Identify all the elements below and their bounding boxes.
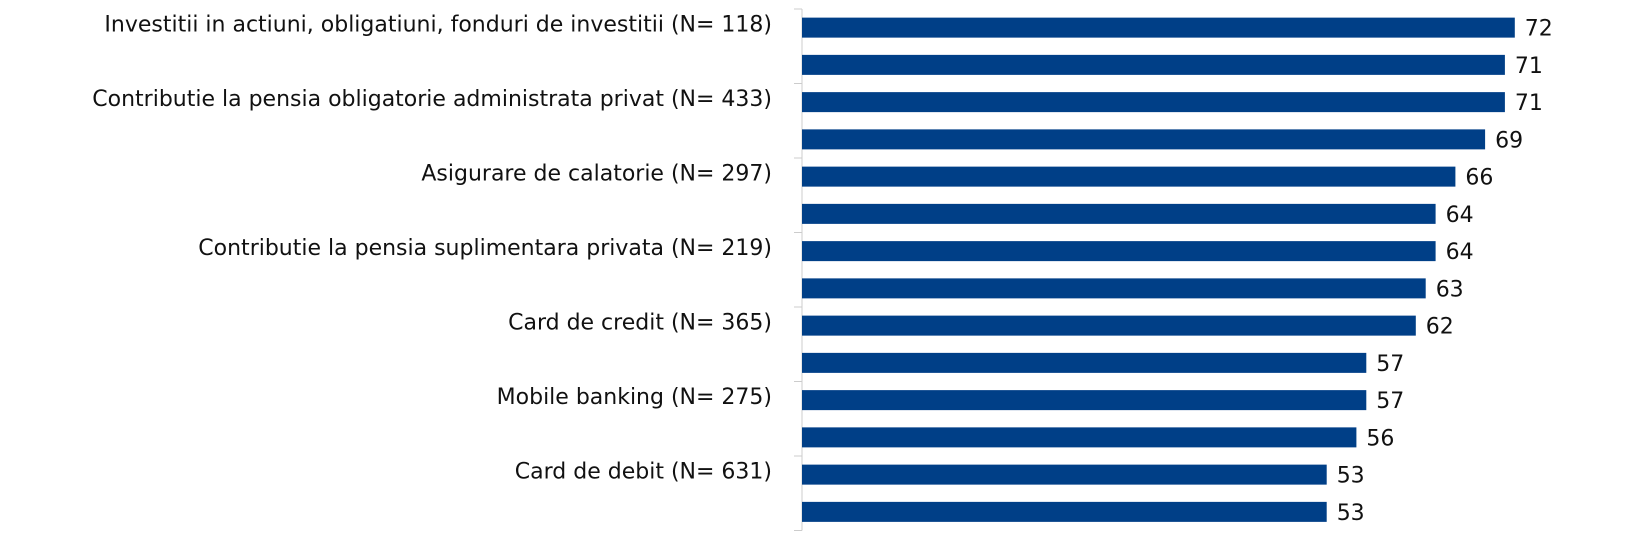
bar	[802, 203, 1436, 224]
data-label: 56	[1366, 426, 1394, 451]
category-label: Investitii in actiuni, obligatiuni, fond…	[104, 13, 772, 38]
bar	[802, 390, 1367, 411]
data-label: 53	[1337, 501, 1365, 526]
bar	[802, 352, 1367, 373]
category-label: Card de debit (N= 631)	[515, 460, 772, 485]
data-label: 53	[1337, 464, 1365, 489]
data-label: 71	[1515, 54, 1543, 79]
data-label: 66	[1465, 166, 1493, 191]
data-label: 63	[1436, 277, 1464, 302]
category-label: Contributie la pensia obligatorie admini…	[92, 87, 772, 112]
bar	[802, 315, 1416, 336]
bar	[802, 54, 1505, 75]
bar	[802, 166, 1456, 187]
category-label: Card de credit (N= 365)	[508, 311, 772, 336]
category-label: Asigurare de calatorie (N= 297)	[421, 162, 772, 187]
data-label: 72	[1525, 17, 1553, 42]
data-label: 62	[1426, 315, 1454, 340]
bar	[802, 241, 1436, 262]
data-label: 71	[1515, 91, 1543, 116]
data-label: 64	[1446, 203, 1474, 228]
bar	[802, 464, 1327, 485]
bar	[802, 278, 1426, 299]
data-label: 57	[1376, 389, 1404, 414]
bar	[802, 17, 1515, 38]
bar	[802, 92, 1505, 113]
data-label: 57	[1376, 352, 1404, 377]
bar	[802, 501, 1327, 522]
data-label: 64	[1446, 240, 1474, 265]
category-label: Mobile banking (N= 275)	[497, 385, 772, 410]
category-label: Contributie la pensia suplimentara priva…	[198, 236, 772, 261]
bar	[802, 427, 1357, 448]
bar	[802, 129, 1486, 150]
data-label: 69	[1495, 128, 1523, 153]
